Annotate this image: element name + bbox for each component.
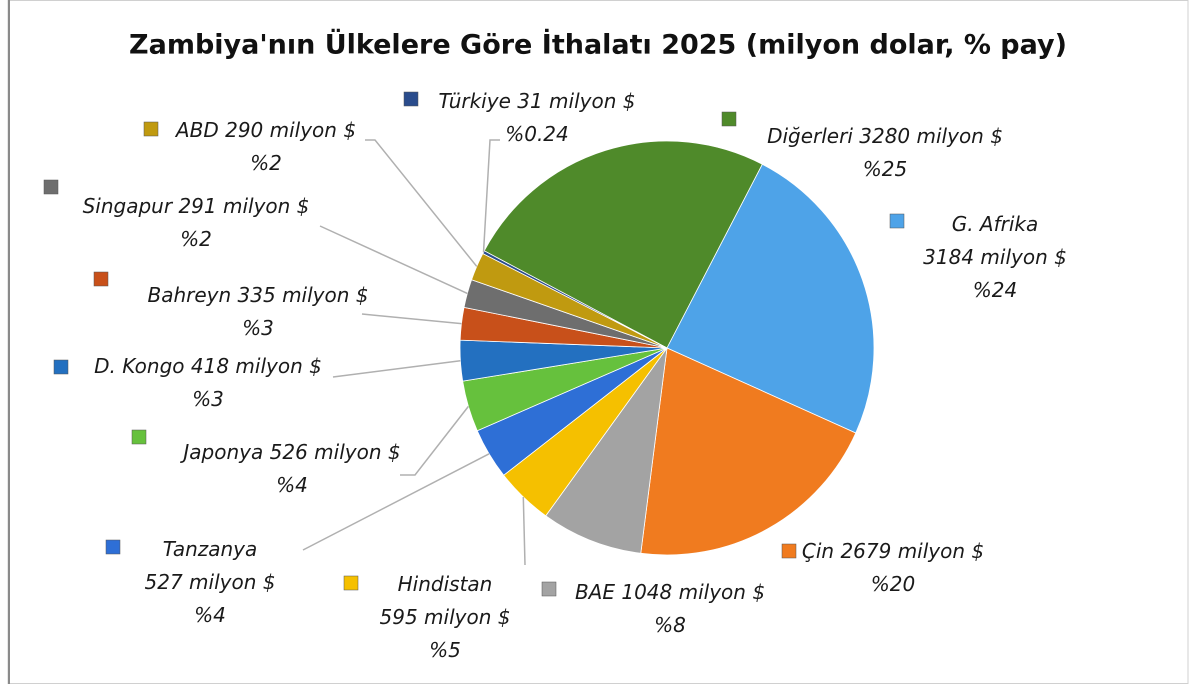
data-label: Singapur 291 milyon $ %2 [83, 194, 310, 251]
labels: Diğerleri 3280 milyon $ %25 G. Afrika 3184 … [43, 89, 1067, 662]
leader-line [522, 496, 526, 566]
label-share: %3 [192, 387, 224, 411]
leader-line [302, 453, 490, 551]
legend-swatch [343, 575, 359, 591]
data-label: BAE 1048 milyon $ %8 [575, 580, 765, 637]
label-share: %20 [871, 572, 915, 596]
label-share: %2 [250, 151, 282, 175]
label-share: %2 [180, 227, 212, 251]
label-name: Diğerleri [767, 124, 853, 148]
slices [459, 140, 875, 556]
label-name: Tanzanya [163, 537, 258, 561]
legend-swatch [131, 429, 147, 445]
legend-swatch [721, 111, 737, 127]
leader-line [332, 359, 461, 378]
legend-swatch [403, 91, 419, 107]
label-value: 290 milyon $ [225, 118, 356, 142]
legend-swatch [43, 179, 59, 195]
label-name: Bahreyn [147, 283, 231, 307]
label-value: 3280 milyon $ [859, 124, 1003, 148]
legend-swatch [105, 539, 121, 555]
legend-swatch [889, 213, 905, 229]
label-name: ABD [174, 118, 219, 142]
label-name: BAE [575, 580, 615, 604]
label-value: 291 milyon $ [178, 194, 309, 218]
label-value: 31 milyon $ [517, 89, 635, 113]
label-name: D. Kongo [94, 354, 184, 378]
label-value: 526 milyon $ [270, 440, 401, 464]
label-name: Çin [802, 539, 834, 563]
pie-slice [666, 163, 875, 434]
label-value: 1048 milyon $ [621, 580, 765, 604]
data-label: Hindistan 595 milyon $ %5 [380, 572, 511, 662]
label-share: %4 [194, 603, 226, 627]
legend-swatch [541, 581, 557, 597]
legend-swatch [143, 121, 159, 137]
label-value: 2679 milyon $ [840, 539, 984, 563]
chart-title: Zambiya'nın Ülkelere Göre İthalatı 2025 … [129, 28, 1067, 61]
label-value: 527 milyon $ [145, 570, 276, 594]
label-name: G. Afrika [952, 212, 1039, 236]
label-share: %4 [276, 473, 308, 497]
pie-slice [483, 140, 763, 349]
data-label: Çin 2679 milyon $ %20 [802, 539, 984, 596]
label-share: %8 [654, 613, 686, 637]
data-label: Bahreyn 335 milyon $ %3 [147, 283, 368, 340]
legend-swatch [53, 359, 69, 375]
legend-swatch [93, 271, 109, 287]
label-value: 595 milyon $ [380, 605, 511, 629]
label-name: Hindistan [398, 572, 493, 596]
pie-slice [640, 347, 857, 556]
pie-slice [545, 347, 668, 554]
label-share: %24 [973, 278, 1017, 302]
label-value: 335 milyon $ [238, 283, 369, 307]
leader-line [482, 139, 500, 253]
label-share: %0.24 [505, 122, 569, 146]
leader-line [365, 139, 478, 267]
leader-line [319, 225, 468, 295]
data-label: Diğerleri 3280 milyon $ %25 [767, 124, 1003, 181]
data-label: Türkiye 31 milyon $ %0.24 [439, 89, 636, 146]
data-label: D. Kongo 418 milyon $ %3 [94, 354, 322, 411]
label-share: %25 [863, 157, 907, 181]
legend-swatch [781, 543, 797, 559]
label-value: 3184 milyon $ [923, 245, 1067, 269]
data-label: ABD 290 milyon $ %2 [174, 118, 356, 175]
label-value: 418 milyon $ [191, 354, 322, 378]
label-share: %3 [242, 316, 274, 340]
label-name: Singapur [83, 194, 174, 218]
leader-line [361, 313, 462, 325]
label-share: %5 [429, 638, 461, 662]
data-label: Tanzanya 527 milyon $ %4 [145, 537, 276, 627]
data-label: Japonya 526 milyon $ %4 [179, 440, 400, 497]
data-label: G. Afrika 3184 milyon $ %24 [923, 212, 1067, 302]
label-name: Türkiye [439, 89, 511, 113]
label-name: Japonya [179, 440, 263, 464]
leader-line [400, 405, 470, 476]
